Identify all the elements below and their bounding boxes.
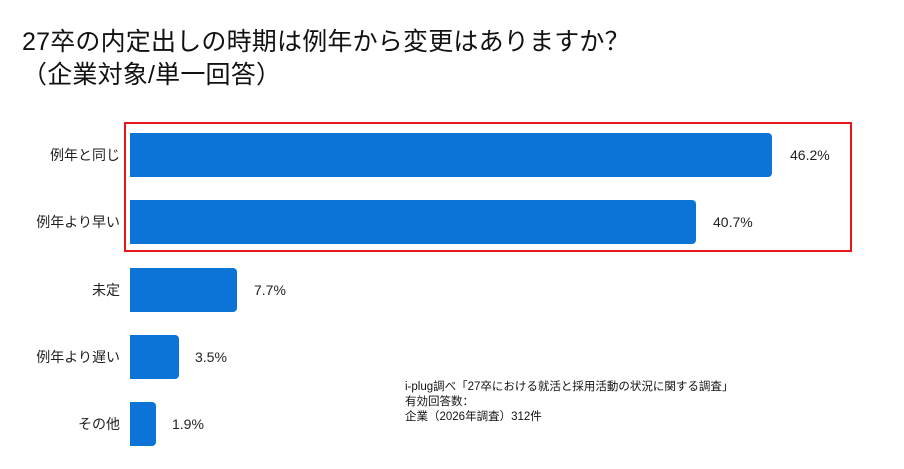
source-note: i-plug調べ「27卒における就活と採用活動の状況に関する調査」 有効回答数：… (405, 380, 733, 425)
category-label: 例年と同じ (50, 147, 120, 163)
chart-title-line2: （企業対象/単一回答） (22, 61, 282, 89)
value-label: 40.7% (713, 214, 753, 230)
bar-reinen-yori-osoi (130, 335, 179, 379)
source-note-line1: i-plug調べ「27卒における就活と採用活動の状況に関する調査」 (405, 381, 734, 393)
source-note-line3: 企業（2026年調査）312件 (405, 411, 542, 423)
value-label: 7.7% (254, 282, 286, 298)
bar-sonota (130, 402, 156, 446)
category-label: 例年より早い (36, 214, 120, 230)
highlight-box (124, 122, 852, 252)
bar-mitei (130, 268, 237, 312)
category-label: 例年より遅い (36, 349, 120, 365)
chart-title-line1: 27卒の内定出しの時期は例年から変更はありますか？ (22, 28, 630, 56)
value-label: 3.5% (195, 349, 227, 365)
value-label: 1.9% (172, 416, 204, 432)
category-label: その他 (78, 416, 120, 432)
bar-reitoshi-onaji (130, 133, 772, 177)
bar-reinen-yori-hayai (130, 200, 696, 244)
value-label: 46.2% (790, 147, 830, 163)
source-note-line2: 有効回答数： (405, 396, 474, 408)
chart-title: 27卒の内定出しの時期は例年から変更はありますか？ （企業対象/単一回答） (22, 26, 630, 92)
category-label: 未定 (92, 282, 120, 298)
